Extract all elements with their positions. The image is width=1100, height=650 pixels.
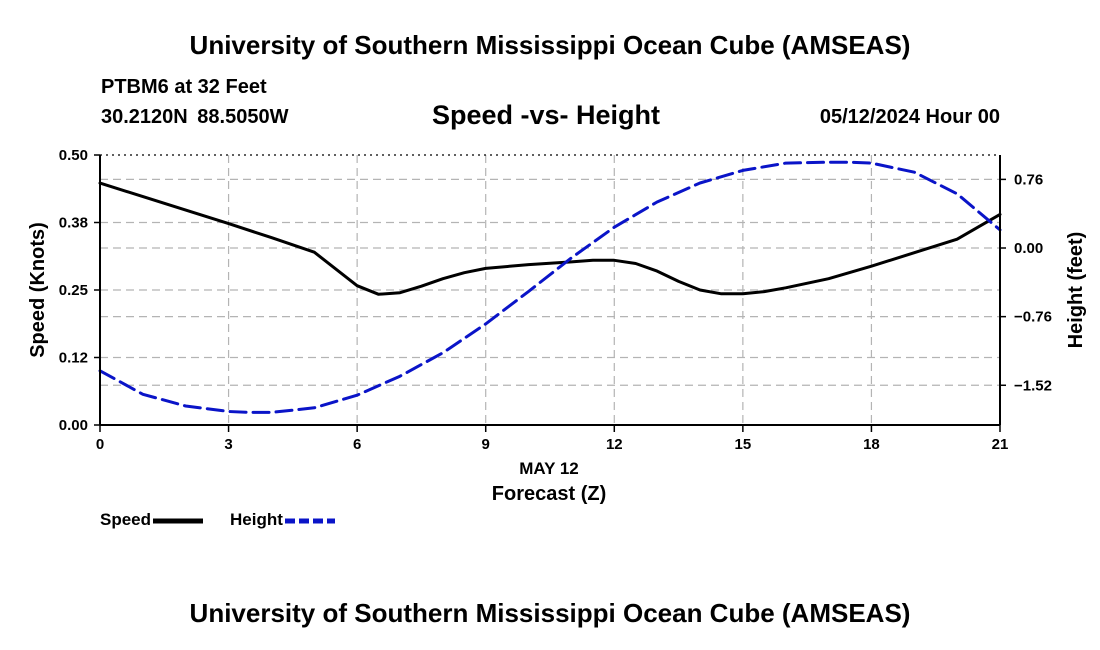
- series-layer: [98, 160, 1002, 414]
- y-left-tick-label: 0.25: [59, 282, 88, 299]
- y-left-tick-label: 0.12: [59, 350, 88, 367]
- y-left-tick-label: 0.50: [59, 147, 88, 164]
- x-axis-label: Forecast (Z): [492, 483, 606, 505]
- y-left-tick-label: 0.00: [59, 417, 88, 434]
- x-tick-label: 12: [606, 436, 623, 453]
- station-coordinates: 30.2120N 88.5050W: [101, 106, 289, 128]
- legend-swatch-height: [284, 518, 335, 524]
- axis-layer: 0 3 6 9 12 15 18 21 0.00 0.12 0.25 0.38 0.50 −1.52 −0.…: [59, 147, 1052, 453]
- forecast-datetime: 05/12/2024 Hour 00: [819, 106, 1000, 128]
- y-right-tick-label: 0.00: [1014, 240, 1043, 257]
- y-right-tick-label: −0.76: [1014, 309, 1052, 326]
- series-line-speed: [98, 181, 1002, 296]
- x-axis-date-label: MAY 12: [519, 459, 579, 478]
- footer-title: University of Southern Mississippi Ocean…: [189, 598, 911, 628]
- legend-label-speed: Speed: [100, 510, 152, 529]
- x-tick-label: 15: [735, 436, 752, 453]
- x-tick-label: 6: [353, 436, 361, 453]
- legend-swatch-speed: [153, 518, 204, 524]
- y-right-tick-label: 0.76: [1014, 171, 1043, 188]
- y-right-tick-label: −1.52: [1014, 377, 1052, 394]
- station-label: PTBM6 at 32 Feet: [101, 76, 267, 98]
- grid-layer: [100, 154, 1000, 425]
- series-line-height: [98, 160, 1002, 414]
- label-layer: MAY 12 Forecast (Z) Speed (Knots) Height…: [27, 222, 1087, 505]
- legend-label-height: Height: [230, 510, 283, 529]
- legend-item-height: Height: [230, 510, 337, 530]
- chart-subtitle: Speed -vs- Height: [432, 100, 661, 130]
- y-left-tick-label: 0.38: [59, 215, 88, 232]
- x-tick-label: 9: [482, 436, 490, 453]
- x-tick-label: 18: [863, 436, 880, 453]
- x-tick-label: 0: [96, 436, 104, 453]
- y-axis-right-label: Height (feet): [1065, 232, 1087, 349]
- x-tick-label: 3: [224, 436, 232, 453]
- page-title: University of Southern Mississippi Ocean…: [189, 30, 911, 60]
- x-tick-label: 21: [992, 436, 1009, 453]
- legend-item-speed: Speed: [100, 510, 205, 530]
- y-axis-left-label: Speed (Knots): [27, 222, 49, 358]
